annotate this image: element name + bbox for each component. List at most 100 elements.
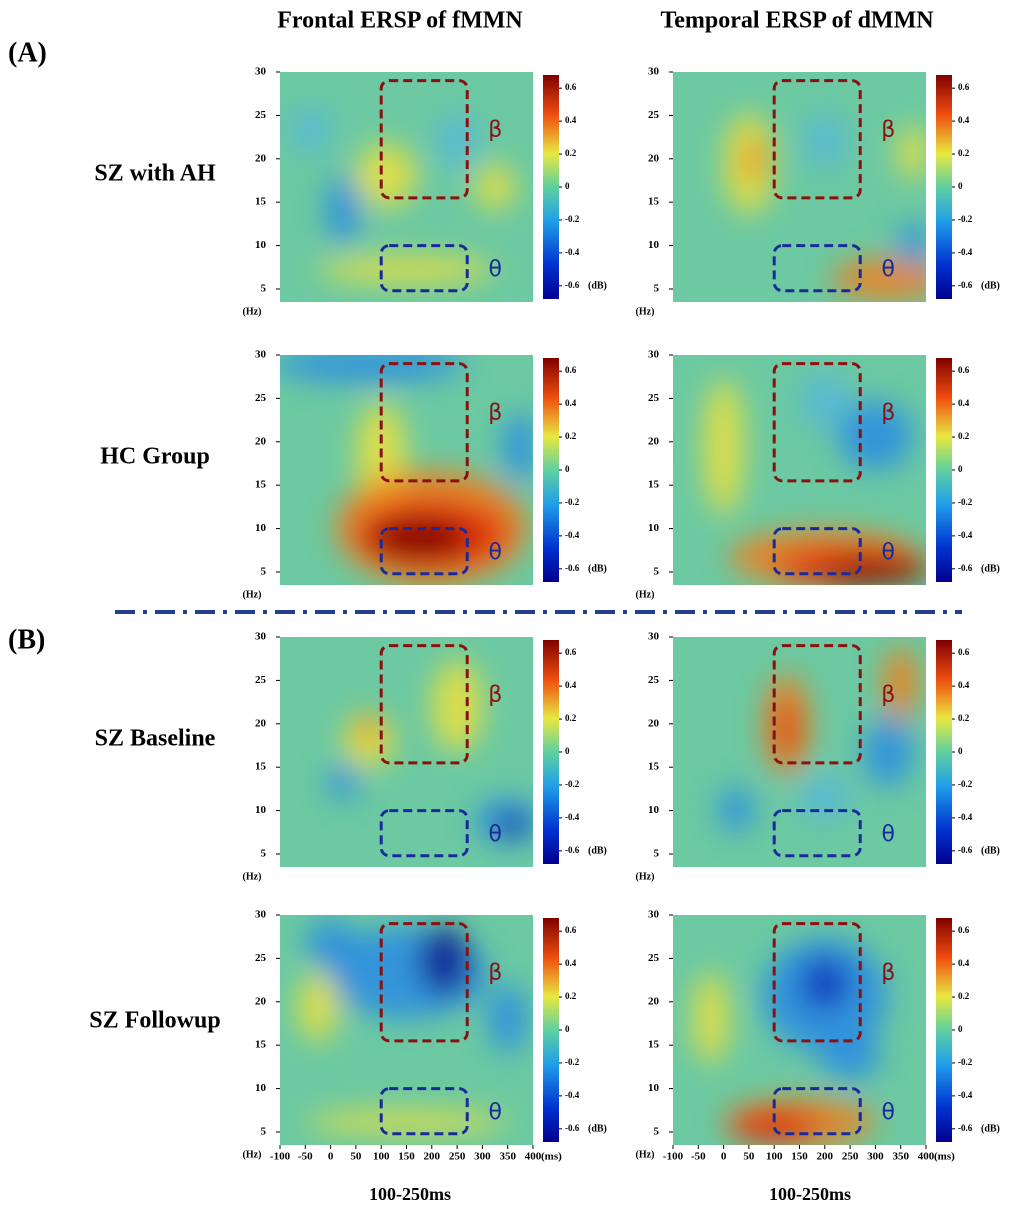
x-tick-label: 0 xyxy=(721,1151,727,1163)
colorbar xyxy=(543,640,559,864)
heatmap-blob xyxy=(305,1110,508,1134)
band-label: θ xyxy=(488,1100,501,1125)
colorbar-tick-label: 0.4 xyxy=(565,680,577,690)
colorbar-unit: (dB) xyxy=(981,563,1000,574)
colorbar-unit: (dB) xyxy=(981,845,1000,856)
x-tick-label: 200 xyxy=(424,1151,441,1163)
heatmap-blob xyxy=(305,919,356,966)
heatmap-blob xyxy=(317,255,496,284)
heatmap-blob xyxy=(436,113,478,169)
colorbar-tick-label: 0 xyxy=(958,746,963,756)
x-tick-label: 50 xyxy=(350,1151,362,1163)
y-tick-label: 10 xyxy=(255,804,267,816)
colorbar-tick-label: 0.6 xyxy=(565,82,577,92)
theta-window xyxy=(379,1087,469,1136)
theta-window xyxy=(379,809,469,858)
y-tick-label: 20 xyxy=(648,152,660,164)
x-tick-label: 150 xyxy=(398,1151,415,1163)
x-tick-label: 150 xyxy=(791,1151,808,1163)
colorbar-tick-label: -0.6 xyxy=(565,845,580,855)
x-tick-label: 400 xyxy=(525,1151,542,1163)
heatmap xyxy=(673,915,926,1145)
colorbar-unit: (dB) xyxy=(588,1123,607,1134)
y-tick-label: 15 xyxy=(648,1039,660,1051)
band-label: θ xyxy=(881,822,894,847)
y-unit: (Hz) xyxy=(636,306,655,317)
theta-window xyxy=(772,527,862,576)
heatmap-blob xyxy=(290,106,331,153)
x-tick-label: 250 xyxy=(449,1151,466,1163)
colorbar-tick-label: 0.4 xyxy=(958,398,970,408)
y-tick-label: 10 xyxy=(255,1082,267,1094)
y-tick-label: 15 xyxy=(255,196,267,208)
colorbar-tick-label: 0.6 xyxy=(958,925,970,935)
y-tick-label: 15 xyxy=(648,196,660,208)
colorbar-tick-label: -0.4 xyxy=(565,812,580,822)
heatmap-blob xyxy=(799,373,851,429)
heatmap-blob xyxy=(297,972,339,1042)
x-unit: (ms) xyxy=(541,1151,562,1163)
y-tick-label: 15 xyxy=(255,479,267,491)
heatmap-blobs xyxy=(723,113,926,300)
y-tick-label: 5 xyxy=(654,848,660,860)
x-tick-label: 350 xyxy=(892,1151,909,1163)
y-tick-label: 25 xyxy=(255,109,267,121)
colorbar-tick-label: 0 xyxy=(565,746,570,756)
colorbar-unit: (dB) xyxy=(588,563,607,574)
colorbar-tick-label: -0.6 xyxy=(958,845,973,855)
x-tick-label: 350 xyxy=(499,1151,516,1163)
colorbar-tick-label: -0.4 xyxy=(958,247,973,257)
band-label: β xyxy=(881,118,895,143)
heatmap-blobs xyxy=(693,938,889,1145)
column-title: Frontal ERSP of fMMN xyxy=(277,8,523,34)
colorbar-tick-label: -0.2 xyxy=(958,1057,973,1067)
y-tick-label: 30 xyxy=(255,631,267,643)
colorbar xyxy=(543,358,559,582)
y-tick-label: 10 xyxy=(255,239,267,251)
theta-window xyxy=(379,244,469,293)
colorbar-tick-label: 0.2 xyxy=(958,148,970,158)
colorbar-tick-label: 0.4 xyxy=(958,958,970,968)
beta-window xyxy=(379,79,469,200)
band-label: β xyxy=(488,401,502,426)
x-unit: (ms) xyxy=(934,1151,955,1163)
colorbar-tick-label: 0.4 xyxy=(565,398,577,408)
x-tick-label: -50 xyxy=(691,1151,706,1163)
x-tick-label: 400 xyxy=(918,1151,935,1163)
y-tick-label: 5 xyxy=(654,566,660,578)
colorbar-tick-label: -0.4 xyxy=(958,530,973,540)
colorbar-unit: (dB) xyxy=(981,1123,1000,1134)
colorbar-tick-label: 0.6 xyxy=(565,647,577,657)
band-label: β xyxy=(488,961,502,986)
colorbar-tick-label: 0.6 xyxy=(958,82,970,92)
colorbar-tick-label: 0.4 xyxy=(565,958,577,968)
colorbar-tick-label: 0.2 xyxy=(565,713,577,723)
heatmap-blob xyxy=(799,775,851,821)
colorbar xyxy=(936,640,952,864)
row-label: SZ Baseline xyxy=(95,726,216,752)
heatmap-blob xyxy=(743,136,765,183)
heatmap-blob xyxy=(431,660,483,752)
x-tick-label: -100 xyxy=(270,1151,291,1163)
beta-window xyxy=(379,362,469,483)
x-tick-label: 200 xyxy=(817,1151,834,1163)
y-tick-label: 15 xyxy=(648,761,660,773)
heatmap-blob xyxy=(819,1025,881,1081)
x-tick-label: 100 xyxy=(766,1151,783,1163)
colorbar-unit: (dB) xyxy=(588,845,607,856)
colorbar-tick-label: -0.6 xyxy=(565,280,580,290)
beta-window xyxy=(772,79,862,200)
colorbar-tick-label: -0.2 xyxy=(565,1057,580,1067)
beta-window xyxy=(772,922,862,1043)
colorbar-unit: (dB) xyxy=(981,280,1000,291)
y-tick-label: 10 xyxy=(648,522,660,534)
y-unit: (Hz) xyxy=(243,871,262,882)
colorbar-tick-label: 0 xyxy=(958,464,963,474)
y-tick-label: 30 xyxy=(255,909,267,921)
colorbar xyxy=(543,918,559,1142)
x-tick-label: 300 xyxy=(474,1151,491,1163)
heatmap-blob xyxy=(497,814,528,838)
x-tick-label: 50 xyxy=(743,1151,755,1163)
y-tick-label: 20 xyxy=(255,995,267,1007)
